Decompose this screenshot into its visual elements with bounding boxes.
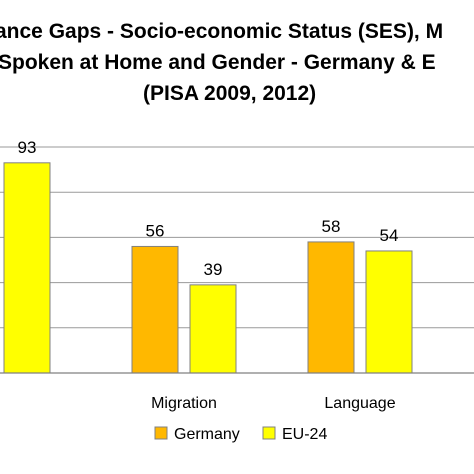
- bar: [3, 162, 51, 374]
- chart-title-line-2: Spoken at Home and Gender - Germany & E: [0, 51, 436, 74]
- x-tick-labels: Migration Language: [151, 395, 396, 412]
- legend-swatch: [154, 426, 168, 440]
- data-label: 93: [18, 138, 37, 157]
- legend: Germany EU-24: [154, 426, 327, 443]
- chart-title-line-1: ance Gaps - Socio-economic Status (SES),…: [0, 20, 444, 43]
- data-labels: 56 58 93 39 54: [18, 138, 399, 279]
- data-label: 54: [380, 226, 399, 245]
- x-tick-label: Migration: [151, 395, 217, 412]
- chart-title-line-3: (PISA 2009, 2012): [143, 82, 317, 105]
- data-label: 58: [322, 217, 341, 236]
- data-label: 39: [204, 260, 223, 279]
- legend-label: EU-24: [282, 426, 327, 443]
- legend-swatch: [262, 426, 276, 440]
- x-tick-label: Language: [324, 395, 395, 412]
- bar: [189, 284, 237, 374]
- bar: [131, 245, 179, 374]
- bars: [3, 162, 413, 374]
- bar: [365, 250, 413, 374]
- bar: [307, 241, 355, 374]
- data-label: 56: [146, 221, 165, 240]
- legend-label: Germany: [174, 426, 240, 443]
